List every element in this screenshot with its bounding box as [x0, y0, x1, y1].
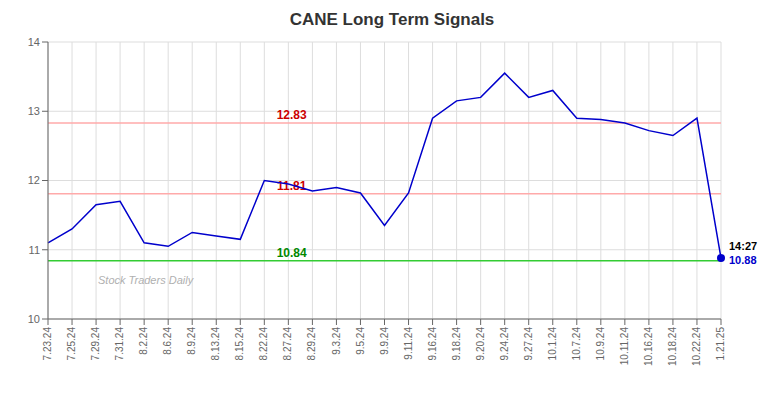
svg-text:10.84: 10.84 [277, 246, 307, 260]
svg-text:1.21.25: 1.21.25 [715, 327, 726, 361]
svg-text:11.81: 11.81 [277, 178, 307, 193]
svg-text:8.13.24: 8.13.24 [210, 327, 221, 361]
svg-text:10: 10 [28, 313, 40, 325]
svg-text:8.9.24: 8.9.24 [186, 327, 197, 355]
svg-text:14: 14 [28, 36, 40, 48]
svg-text:10.18.24: 10.18.24 [667, 327, 678, 366]
svg-text:8.2.24: 8.2.24 [138, 327, 149, 355]
html-text:CANE Long Term Signals: CANE Long Term Signals [289, 10, 495, 29]
svg-text:7.25.24: 7.25.24 [66, 327, 77, 361]
svg-text:13: 13 [28, 105, 40, 117]
svg-text:10.16.24: 10.16.24 [643, 327, 654, 366]
svg-text:8.27.24: 8.27.24 [282, 327, 293, 361]
svg-text:7.23.24: 7.23.24 [42, 327, 53, 361]
svg-text:9.20.24: 9.20.24 [475, 327, 486, 361]
svg-text:7.31.24: 7.31.24 [114, 327, 125, 361]
svg-text:9.18.24: 9.18.24 [451, 327, 462, 361]
svg-text:8.22.24: 8.22.24 [258, 327, 269, 361]
svg-text:7.29.24: 7.29.24 [90, 327, 101, 361]
svg-text:10.11.24: 10.11.24 [619, 327, 630, 366]
svg-text:10.1.24: 10.1.24 [547, 327, 558, 361]
svg-text:14:27: 14:27 [729, 240, 757, 252]
svg-text:10.22.24: 10.22.24 [691, 327, 702, 366]
svg-text:9.11.24: 9.11.24 [403, 327, 414, 360]
svg-text:9.9.24: 9.9.24 [379, 327, 390, 355]
svg-text:10.88: 10.88 [729, 254, 757, 266]
svg-text:9.24.24: 9.24.24 [499, 327, 510, 361]
svg-text:8.15.24: 8.15.24 [234, 327, 245, 361]
svg-text:8.29.24: 8.29.24 [306, 327, 317, 361]
svg-text:9.27.24: 9.27.24 [523, 327, 534, 361]
svg-text:10.9.24: 10.9.24 [595, 327, 606, 361]
svg-text:9.3.24: 9.3.24 [331, 327, 342, 355]
html-text:Stock Traders Daily: Stock Traders Daily [98, 274, 194, 286]
svg-text:10.7.24: 10.7.24 [571, 327, 582, 361]
svg-text:12.83: 12.83 [277, 108, 307, 122]
svg-text:12: 12 [28, 174, 40, 186]
svg-text:9.5.24: 9.5.24 [355, 327, 366, 355]
svg-text:9.16.24: 9.16.24 [427, 327, 438, 361]
svg-text:11: 11 [29, 244, 40, 256]
svg-text:8.6.24: 8.6.24 [162, 327, 173, 355]
